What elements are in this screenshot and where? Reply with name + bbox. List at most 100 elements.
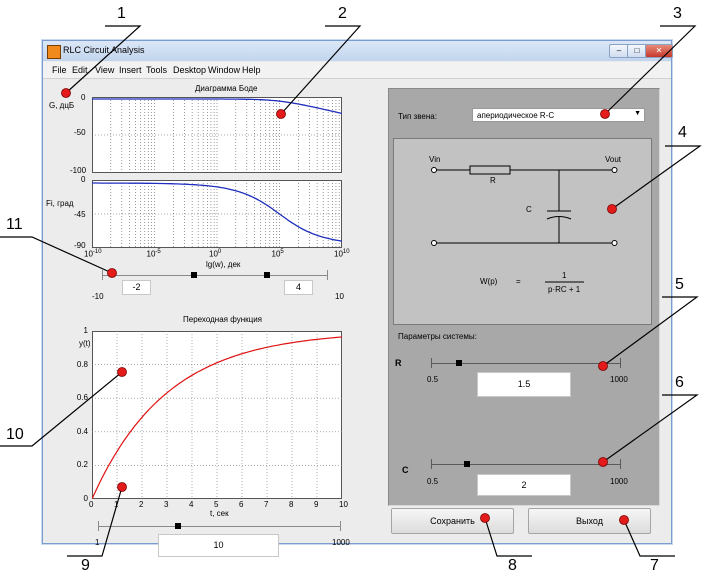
vout-label: Vout	[605, 155, 622, 164]
gain-ytick: -100	[70, 166, 87, 175]
bode-xtick: 1010	[334, 249, 350, 259]
time-edit[interactable]: 10	[158, 534, 279, 557]
bode-range-slider[interactable]	[102, 275, 328, 276]
c-max-label: 1000	[610, 477, 628, 486]
step-xtick: 5	[214, 500, 219, 509]
callout-number: 7	[650, 557, 659, 574]
menu-tools[interactable]: Tools	[146, 65, 168, 75]
callout-number: 11	[6, 216, 23, 233]
phase-ytick: -90	[74, 241, 86, 250]
callout-dot	[117, 367, 127, 377]
gain-curve	[92, 98, 342, 115]
step-xticks: 0 1 2 3 4 5 6 7 8 9 10	[89, 499, 348, 511]
r-label: R	[395, 358, 402, 368]
menu-window[interactable]: Window	[208, 65, 241, 75]
figure-client-area: Диаграмма Боде G, дцБ 0 -50 -100 Fi, гра…	[43, 79, 671, 557]
phase-curve	[92, 182, 342, 242]
exit-button[interactable]: Выход	[528, 508, 651, 534]
menu-desktop[interactable]: Desktop	[173, 65, 207, 75]
slider-end	[327, 270, 328, 280]
callout-number: 10	[6, 426, 24, 443]
link-type-label: Тип звена:	[398, 112, 437, 121]
step-title: Переходная функция	[183, 315, 262, 324]
bode-range-max: 10	[335, 292, 344, 301]
menu-insert[interactable]: Insert	[119, 65, 142, 75]
phase-plot	[92, 180, 342, 248]
step-ytick: 0.8	[76, 359, 88, 369]
capacitor-label: C	[526, 205, 532, 214]
link-type-value: апериодическое R-C	[477, 111, 555, 120]
transfer-lhs: W(p)	[480, 277, 498, 286]
step-ytick: 0.2	[76, 460, 88, 470]
callout-dot	[598, 361, 608, 371]
callout-dot	[600, 109, 610, 119]
circuit-schematic	[431, 165, 618, 283]
save-button[interactable]: Сохранить	[391, 508, 514, 534]
transfer-denominator: p·RC + 1	[548, 285, 581, 294]
bode-range-min: -10	[92, 292, 104, 301]
r-value-edit[interactable]: 1.5	[477, 372, 571, 397]
c-slider[interactable]	[431, 464, 621, 465]
step-ytick: 0.4	[76, 426, 88, 436]
step-yticks: 0 0.2 0.4 0.6 0.8 1	[43, 326, 91, 503]
phase-ylabel: Fi, град	[46, 199, 74, 208]
time-slider[interactable]	[98, 526, 341, 527]
callout-number: 2	[338, 5, 347, 22]
time-max-label: 1000	[332, 538, 350, 547]
bode-title: Диаграмма Боде	[195, 84, 258, 93]
c-slider-thumb[interactable]	[464, 461, 470, 467]
gain-ylabel: G, дцБ	[49, 101, 75, 110]
time-min-label: 1	[95, 538, 100, 547]
callout-dot	[598, 457, 608, 467]
minimize-button[interactable]: –	[609, 44, 629, 58]
callout-dot	[480, 513, 490, 523]
app-window: RLC Circuit Analysis – □ ✕ File Edit Vie…	[42, 40, 673, 557]
bode-min-edit[interactable]: -2	[122, 280, 151, 295]
step-xtick: 8	[289, 500, 294, 509]
step-ytick: 0.6	[76, 393, 88, 403]
step-xtick: 6	[239, 500, 244, 509]
step-plot	[92, 331, 342, 499]
matlab-icon	[47, 45, 61, 59]
r-max-label: 1000	[610, 375, 628, 384]
bode-max-thumb[interactable]	[264, 272, 270, 278]
r-slider-thumb[interactable]	[456, 360, 462, 366]
callout-number: 4	[678, 124, 687, 141]
transfer-eq: =	[516, 277, 521, 286]
step-xtick: 10	[339, 500, 348, 509]
menu-file[interactable]: File	[52, 65, 67, 75]
callout-dot	[607, 204, 617, 214]
params-label: Параметры системы:	[398, 332, 477, 341]
menu-edit[interactable]: Edit	[72, 65, 88, 75]
step-ylabel: y(t)	[79, 339, 91, 348]
callout-dot	[276, 109, 286, 119]
time-slider-thumb[interactable]	[175, 523, 181, 529]
slider-end	[620, 459, 621, 469]
gain-ytick: 0	[81, 93, 86, 102]
slider-end	[340, 521, 341, 531]
slider-end	[431, 358, 432, 368]
r-min-label: 0.5	[427, 375, 439, 384]
bode-xticks: 10-10 10-5 100 105 1010	[84, 249, 350, 263]
phase-ytick: -45	[74, 210, 86, 219]
r-slider[interactable]	[431, 363, 621, 364]
step-curve	[92, 336, 342, 499]
c-label: C	[402, 465, 409, 475]
bode-xtick: 10-10	[84, 249, 102, 259]
callout-dot	[61, 88, 71, 98]
bode-max-edit[interactable]: 4	[284, 280, 313, 295]
step-xtick: 1	[114, 500, 119, 509]
window-title: RLC Circuit Analysis	[63, 45, 145, 55]
c-value-edit[interactable]: 2	[477, 474, 571, 496]
callout-number: 6	[675, 374, 684, 391]
menu-view[interactable]: View	[95, 65, 115, 75]
bode-xlabel: lg(w), дек	[206, 260, 241, 269]
bode-xtick: 105	[271, 249, 284, 259]
gain-ytick: -50	[74, 128, 86, 137]
menu-help[interactable]: Help	[242, 65, 261, 75]
callout-number: 3	[673, 5, 682, 22]
bode-min-thumb[interactable]	[191, 272, 197, 278]
slider-end	[431, 459, 432, 469]
step-xtick: 4	[189, 500, 194, 509]
step-xlabel: t, сек	[210, 509, 229, 518]
